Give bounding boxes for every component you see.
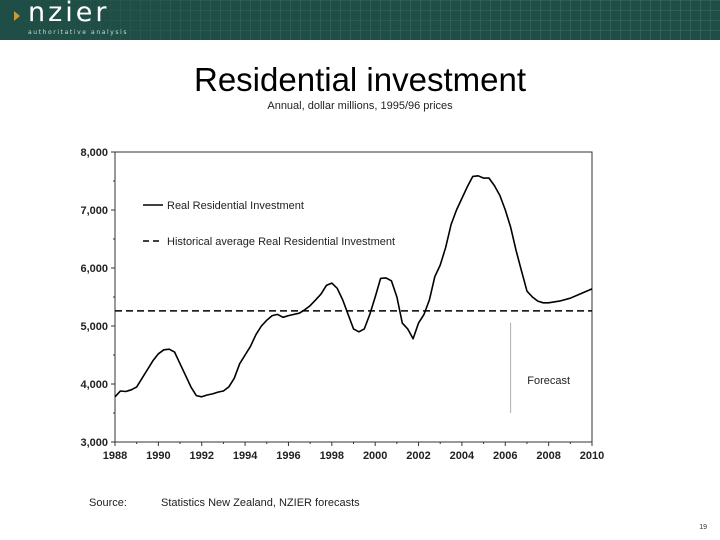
legend-label: Historical average Real Residential Inve… <box>167 236 395 248</box>
x-tick-label: 1994 <box>233 450 258 462</box>
x-tick-label: 1992 <box>189 450 213 462</box>
nzier-logo: nzier authoritative analysis <box>14 0 154 39</box>
slide-title: Residential investment <box>194 61 526 98</box>
x-tick-label: 2000 <box>363 450 387 462</box>
x-tick-label: 2008 <box>536 450 560 462</box>
legend-label: Real Residential Investment <box>167 200 304 212</box>
x-tick-label: 2004 <box>450 450 475 462</box>
x-tick-label: 2002 <box>406 450 430 462</box>
x-tick-label: 1990 <box>146 450 170 462</box>
page-number: 19 <box>699 524 707 531</box>
plot-frame <box>114 151 593 443</box>
x-tick-label: 1988 <box>103 450 127 462</box>
chevron-right-icon <box>14 11 20 21</box>
x-tick-label: 1996 <box>276 450 300 462</box>
x-tick-label: 1998 <box>320 450 344 462</box>
slide-subtitle: Annual, dollar millions, 1995/96 prices <box>267 100 453 112</box>
y-tick-label: 5,000 <box>80 321 108 333</box>
y-tick-label: 7,000 <box>80 205 108 217</box>
x-tick-label: 2006 <box>493 450 517 462</box>
x-tick-label: 2010 <box>580 450 604 462</box>
series-line-real-residential-investment <box>114 175 593 398</box>
source-text: Statistics New Zealand, NZIER forecasts <box>161 497 360 509</box>
header-grid-pattern <box>0 0 720 40</box>
source-label: Source: <box>89 497 127 509</box>
logo-text: nzier <box>28 0 110 28</box>
residential-investment-chart: 3,000 4,000 5,000 6,000 7,000 8,000 1988 1990 19… <box>80 147 604 462</box>
y-tick-label: 3,000 <box>80 437 108 449</box>
header-bar: nzier authoritative analysis <box>0 0 720 40</box>
logo-tagline: authoritative analysis <box>28 29 129 36</box>
y-tick-label: 8,000 <box>80 147 108 159</box>
y-tick-label: 6,000 <box>80 263 108 275</box>
forecast-annotation: Forecast <box>527 375 570 387</box>
y-tick-label: 4,000 <box>80 379 108 391</box>
